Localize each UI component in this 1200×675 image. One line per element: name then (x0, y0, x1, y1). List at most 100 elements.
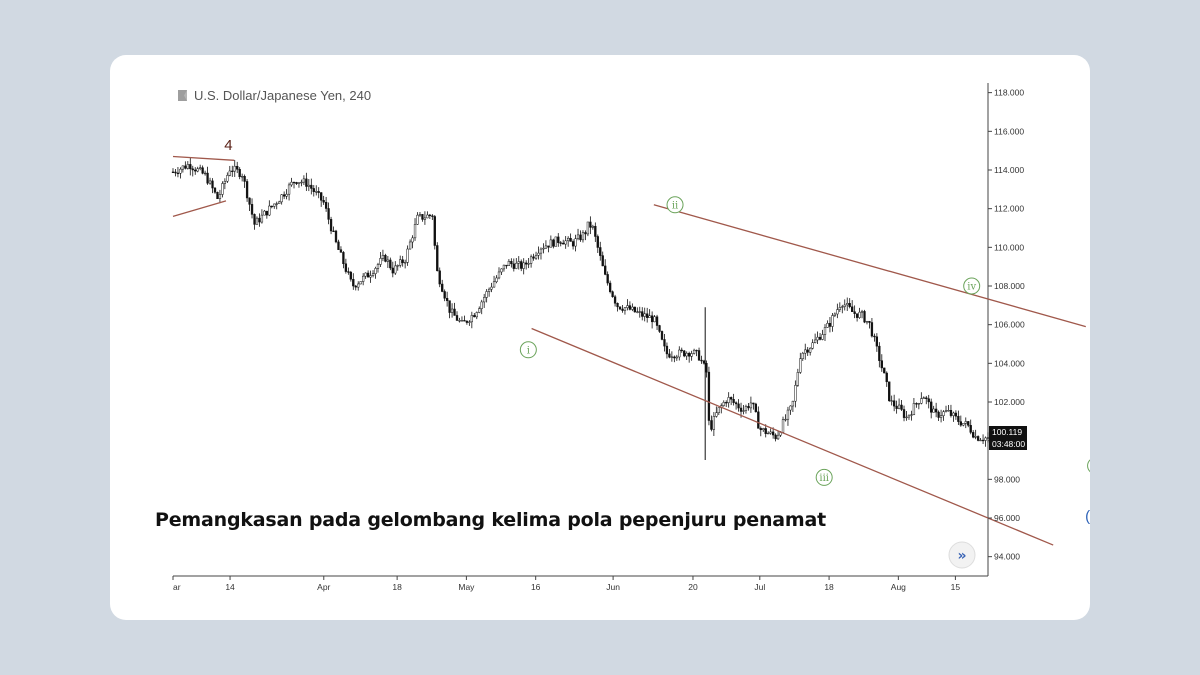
candle-body (875, 336, 879, 347)
candle-body (527, 263, 530, 265)
candle-body (796, 372, 799, 386)
candle-body (764, 428, 767, 434)
candle-body (658, 325, 661, 332)
candle-body (302, 178, 306, 183)
candle-body (880, 360, 883, 369)
scroll-to-realtime-button[interactable]: » (948, 541, 976, 569)
candle-body (646, 313, 649, 318)
candle-body (712, 416, 716, 430)
price-candles (171, 158, 990, 460)
candle-body (678, 349, 681, 358)
candle-body (685, 352, 688, 357)
candle-body (171, 171, 175, 173)
candle-body (265, 210, 268, 216)
usdjpy-chart[interactable]: U.S. Dollar/Japanese Yen, 240 4iiiiviiiv… (110, 55, 1090, 620)
candle-body (907, 414, 911, 418)
x-tick-label: Jul (754, 582, 765, 592)
candle-body (559, 242, 562, 244)
candle-body (883, 367, 886, 374)
candle-body (710, 420, 713, 430)
candle-body (505, 264, 508, 267)
candle-body (332, 230, 335, 233)
candle-body (381, 254, 385, 259)
candle-body (473, 315, 476, 318)
candle-body (972, 432, 975, 438)
candle-body (927, 398, 930, 403)
candle-body (455, 315, 459, 321)
candle-body (487, 288, 491, 292)
candle-body (354, 285, 357, 288)
candle-body (910, 414, 913, 416)
candle-body (374, 268, 377, 275)
candle-body (396, 265, 399, 267)
candle-body (673, 356, 676, 359)
y-tick-label: 104.000 (994, 358, 1025, 368)
candle-body (855, 313, 859, 318)
candle-body (821, 334, 824, 340)
candle-body (322, 200, 325, 203)
chart-title-text: U.S. Dollar/Japanese Yen, 240 (194, 88, 371, 103)
candle-body (203, 172, 207, 175)
candle-body (201, 167, 204, 174)
candle-body (557, 236, 560, 243)
candle-body (606, 274, 609, 284)
candle-body (236, 165, 239, 170)
candle-body (547, 245, 550, 248)
candle-body (794, 385, 797, 402)
x-tick-label: 18 (824, 582, 834, 592)
candle-body (670, 356, 674, 358)
candle-body (979, 439, 982, 442)
candle-body (233, 165, 236, 172)
candle-body (920, 398, 923, 404)
candle-body (191, 168, 194, 171)
candle-body (611, 291, 614, 297)
candle-body (268, 205, 271, 216)
candle-body (754, 403, 757, 413)
candle-body (801, 352, 804, 359)
candle-body (364, 272, 367, 277)
candle-body (596, 236, 599, 248)
candle-body (774, 434, 777, 440)
x-tick-label: 18 (392, 582, 402, 592)
candle-body (767, 432, 770, 435)
last-price-tag: 100.119 03:48:00 (989, 426, 1027, 450)
candle-body (841, 306, 844, 308)
candle-body (408, 241, 412, 250)
candle-body (248, 197, 251, 205)
candle-body (362, 275, 365, 282)
candle-body (692, 349, 696, 354)
candle-body (342, 252, 345, 265)
candle-body (223, 180, 227, 184)
candle-body (739, 407, 743, 412)
candle-body (571, 241, 575, 247)
y-tick-label: 116.000 (994, 126, 1024, 136)
wave-label-circle (666, 196, 684, 214)
wave-label-circle (963, 277, 981, 295)
candle-body (448, 300, 451, 313)
candle-body (930, 401, 933, 413)
candle-body (888, 381, 891, 402)
candle-body (564, 240, 567, 245)
candle-body (297, 182, 301, 184)
candle-body (623, 307, 627, 311)
candle-body (594, 225, 597, 237)
candle-body (917, 403, 920, 405)
candle-body (759, 428, 762, 431)
candle-body (878, 345, 881, 361)
candle-body (811, 342, 814, 349)
candle-body (650, 315, 654, 323)
candle-body (500, 268, 503, 273)
candle-body (949, 410, 953, 416)
candle-body (675, 356, 678, 359)
x-tick-label: May (458, 582, 475, 592)
candle-body (549, 239, 553, 248)
candle-body (305, 178, 308, 187)
candle-body (228, 170, 231, 176)
candle-body (369, 275, 372, 278)
candle-body (379, 258, 382, 265)
candle-body (831, 315, 834, 327)
candle-body (460, 320, 464, 322)
candle-body (258, 217, 261, 223)
candle-body (174, 171, 177, 174)
candle-body (846, 303, 849, 306)
